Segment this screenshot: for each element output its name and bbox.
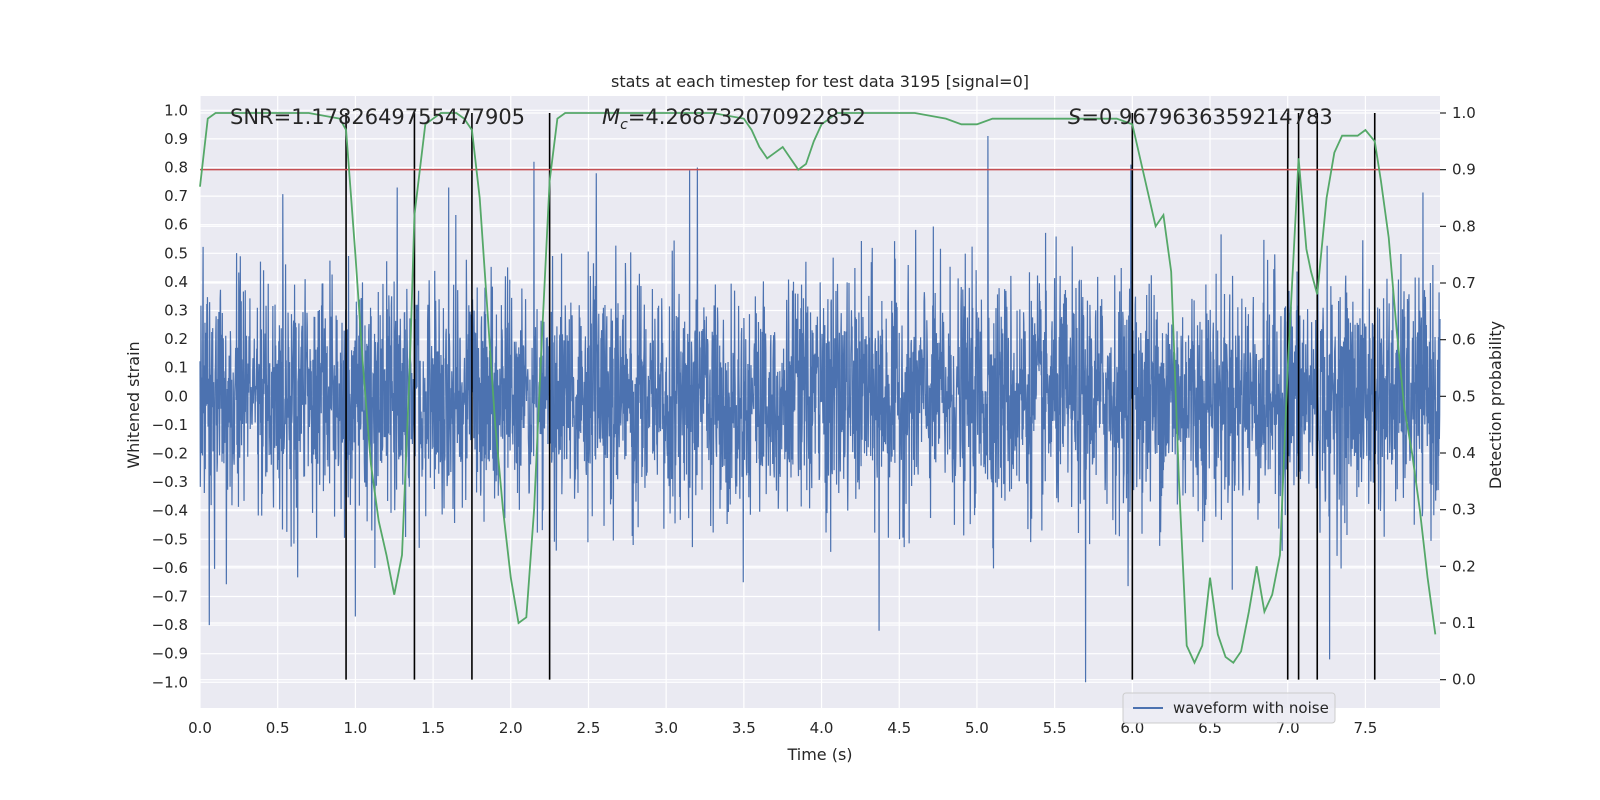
s-annotation: S=0.9679636359214783 (1068, 105, 1333, 129)
y2-tick-label: 0.8 (1452, 217, 1476, 235)
y-tick-label: 0.7 (164, 187, 188, 205)
y-tick-label: −0.5 (152, 530, 188, 548)
y-tick-label: −0.1 (152, 416, 188, 434)
detection-markers (345, 113, 1376, 680)
y2-tick-label: 0.5 (1452, 387, 1476, 405)
y2-axis-ticks: 0.0 0.1 0.2 0.3 0.4 0.5 0.6 0.7 0.8 0.9 1.0 (1440, 104, 1476, 689)
chirp-mass-annotation: Mc=4.268732070922852 (602, 105, 866, 133)
x-tick-label: 2.0 (499, 719, 523, 737)
chirp-mass-subscript: c (620, 117, 628, 133)
y-axis-ticks: −1.0 −0.9 −0.8 −0.7 −0.6 −0.5 −0.4 −0.3 −0.2 −0.1… (152, 101, 188, 691)
x-tick-label: 4.0 (810, 719, 834, 737)
probability-series (199, 112, 1437, 665)
x-axis-label: Time (s) (786, 745, 852, 764)
y2-tick-label: 0.6 (1452, 331, 1476, 349)
y2-tick-label: 0.7 (1452, 274, 1476, 292)
y-tick-label: −0.6 (152, 559, 188, 577)
y2-tick-label: 0.1 (1452, 614, 1476, 632)
s-value: =0.9679636359214783 (1081, 105, 1332, 129)
y-tick-label: −0.7 (152, 587, 188, 605)
waveform-series (199, 136, 1441, 683)
y-tick-label: 0.3 (164, 301, 188, 319)
y-tick-label: 0.6 (164, 216, 188, 234)
x-tick-label: 4.5 (887, 719, 911, 737)
y-tick-label: 1.0 (164, 101, 188, 119)
y-tick-label: 0.0 (164, 387, 188, 405)
x-tick-label: 5.0 (965, 719, 989, 737)
waveform-line (199, 136, 1441, 683)
y-tick-label: −1.0 (152, 673, 188, 691)
y2-tick-label: 0.0 (1452, 671, 1476, 689)
y2-tick-label: 1.0 (1452, 104, 1476, 122)
y2-tick-label: 0.2 (1452, 557, 1476, 575)
legend-entry: waveform with noise (1173, 699, 1329, 717)
snr-annotation: SNR=1.1782649755477905 (230, 105, 525, 129)
y2-axis-label: Detection probability (1486, 321, 1505, 489)
chirp-mass-value: =4.268732070922852 (628, 105, 866, 129)
x-tick-label: 5.5 (1043, 719, 1067, 737)
legend: waveform with noise (1122, 692, 1336, 724)
y-tick-label: 0.2 (164, 330, 188, 348)
y-tick-label: −0.8 (152, 616, 188, 634)
y2-tick-label: 0.4 (1452, 444, 1476, 462)
x-tick-label: 3.5 (732, 719, 756, 737)
x-tick-label: 7.5 (1353, 719, 1377, 737)
y-tick-label: −0.3 (152, 473, 188, 491)
probability-line (199, 112, 1437, 665)
x-tick-label: 0.5 (266, 719, 290, 737)
y-tick-label: 0.9 (164, 130, 188, 148)
chirp-mass-symbol: M (602, 105, 620, 129)
x-tick-label: 1.0 (343, 719, 367, 737)
y-tick-label: 0.4 (164, 273, 188, 291)
legend-box (1122, 692, 1336, 724)
y2-tick-label: 0.9 (1452, 161, 1476, 179)
x-tick-label: 3.0 (654, 719, 678, 737)
y-tick-label: 0.8 (164, 158, 188, 176)
y-tick-label: 0.1 (164, 359, 188, 377)
y-axis-label: Whitened strain (124, 341, 143, 468)
y-tick-label: −0.2 (152, 444, 188, 462)
y-tick-label: 0.5 (164, 244, 188, 262)
chart-title: stats at each timestep for test data 319… (611, 72, 1029, 91)
s-symbol: S (1068, 105, 1081, 129)
y2-tick-label: 0.3 (1452, 501, 1476, 519)
x-tick-label: 2.5 (577, 719, 601, 737)
y-tick-label: −0.9 (152, 645, 188, 663)
x-tick-label: 0.0 (188, 719, 212, 737)
y-tick-label: −0.4 (152, 502, 188, 520)
x-tick-label: 1.5 (421, 719, 445, 737)
